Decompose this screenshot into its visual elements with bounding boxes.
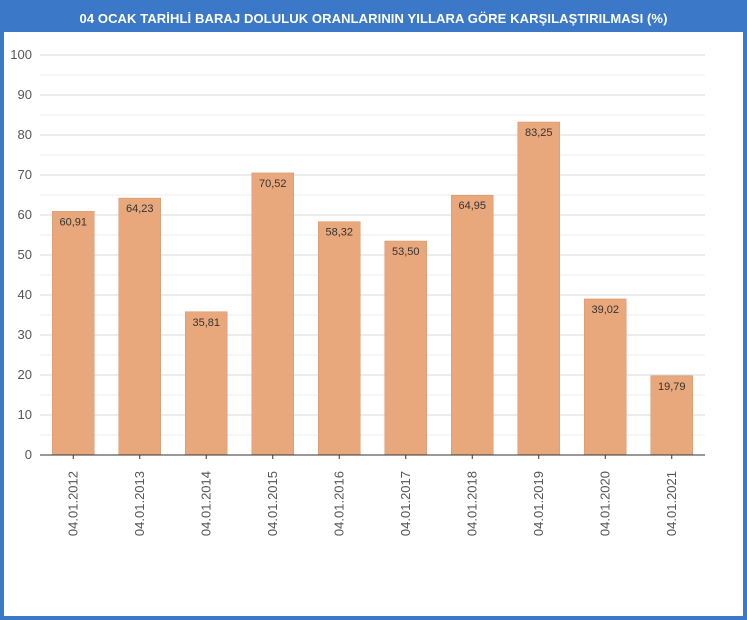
y-tick-label: 20	[18, 367, 32, 382]
x-tick-label: 04.01.2015	[265, 471, 280, 536]
y-tick-label: 90	[18, 87, 32, 102]
x-tick-label: 04.01.2016	[331, 471, 346, 536]
bar-chart: 60,91 64,23 35,81 70,52 58,32 53,50 64,95 83,25…	[10, 47, 705, 536]
y-tick-label: 0	[25, 447, 32, 462]
data-label: 53,50	[392, 246, 420, 258]
x-tick-label: 04.01.2017	[398, 471, 413, 536]
bar	[185, 311, 228, 456]
x-tick-label: 04.01.2012	[65, 471, 80, 536]
bar	[517, 121, 560, 456]
y-tick-label: 40	[18, 287, 32, 302]
data-label: 60,91	[59, 216, 87, 228]
x-tick-label: 04.01.2019	[531, 471, 546, 536]
y-tick-label: 10	[18, 407, 32, 422]
data-label: 39,02	[591, 304, 619, 316]
data-label: 58,32	[325, 227, 353, 239]
bar	[118, 197, 161, 456]
chart-title: 04 OCAK TARİHLİ BARAJ DOLULUK ORANLARINI…	[4, 4, 743, 32]
y-tick-label: 80	[18, 127, 32, 142]
x-tick-label: 04.01.2013	[132, 471, 147, 536]
bar	[451, 194, 494, 456]
data-label: 19,79	[658, 381, 686, 393]
data-label: 64,95	[458, 200, 486, 212]
data-label: 70,52	[259, 178, 287, 190]
data-label: 35,81	[192, 317, 220, 329]
bar	[584, 298, 627, 456]
y-tick-label: 30	[18, 327, 32, 342]
bar	[384, 240, 427, 456]
x-tick-label: 04.01.2018	[464, 471, 479, 536]
x-tick-label: 04.01.2014	[198, 471, 213, 536]
bar	[318, 221, 361, 456]
bar	[251, 172, 294, 456]
bar	[650, 375, 693, 456]
y-tick-label: 50	[18, 247, 32, 262]
y-tick-label: 70	[18, 167, 32, 182]
bar	[52, 211, 95, 456]
y-tick-label: 100	[10, 47, 32, 62]
x-tick-label: 04.01.2021	[664, 471, 679, 536]
y-tick-label: 60	[18, 207, 32, 222]
x-tick-label: 04.01.2020	[597, 471, 612, 536]
data-label: 83,25	[525, 127, 553, 139]
data-label: 64,23	[126, 203, 154, 215]
